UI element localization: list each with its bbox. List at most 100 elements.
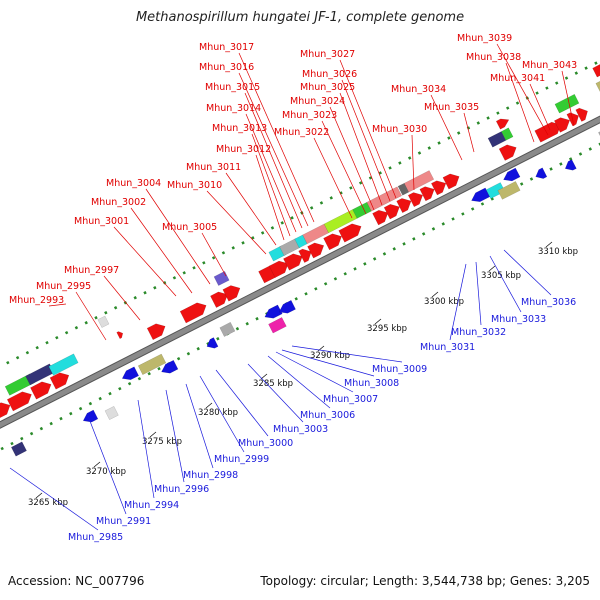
cyan-block — [48, 353, 79, 376]
bottom-label-leader — [165, 389, 185, 483]
kbp-tick-mark — [488, 265, 496, 272]
reverse-gene-arrow — [535, 167, 548, 179]
bottom-label-leader — [87, 415, 127, 515]
top-label-leader — [238, 72, 309, 227]
top-gene-label: Mhun_3002 — [91, 197, 146, 208]
top-gene-label: Mhun_3011 — [186, 162, 241, 173]
pink-block — [366, 186, 402, 212]
top-label-leader — [339, 59, 397, 199]
top-label-leader — [48, 303, 67, 307]
forward-gene-arrow — [431, 180, 447, 196]
top-label-leader — [321, 120, 367, 215]
forward-gene-arrow — [268, 260, 289, 278]
kbp-tick-mark — [35, 492, 43, 499]
top-gene-label: Mhun_3023 — [282, 110, 337, 121]
bottom-gene-label: Mhun_3000 — [238, 438, 293, 449]
lower-block — [11, 441, 27, 457]
bottom-label-leader — [9, 467, 99, 531]
kbp-tick-label: 3265 kbp — [28, 498, 68, 508]
bottom-label-leader — [199, 375, 245, 453]
kbp-tick-label: 3295 kbp — [367, 324, 407, 334]
top-gene-label: Mhun_3001 — [74, 216, 129, 227]
top-label-leader — [206, 190, 267, 255]
khaki-block — [595, 81, 600, 92]
top-gene-label: Mhun_3043 — [522, 60, 577, 71]
top-gene-label: Mhun_3017 — [199, 42, 254, 53]
forward-gene-arrow — [575, 107, 588, 122]
lower-block — [497, 181, 521, 200]
bottom-gene-label: Mhun_3007 — [323, 394, 378, 405]
top-gene-label: Mhun_3030 — [372, 124, 427, 135]
forward-gene-arrow — [323, 233, 342, 251]
top-gene-label: Mhun_3022 — [274, 127, 329, 138]
top-gene-label: Mhun_3013 — [212, 123, 267, 134]
top-label-leader — [238, 52, 315, 223]
top-gene-label: Mhun_3027 — [300, 49, 355, 60]
top-gene-label: Mhun_2997 — [64, 265, 119, 276]
genome-summary-text: Topology: circular; Length: 3,544,738 bp… — [260, 574, 590, 588]
bottom-gene-label: Mhun_2985 — [68, 532, 123, 543]
reverse-gene-arrow — [82, 409, 99, 423]
bottom-label-leader — [449, 263, 467, 341]
forward-gene-arrow — [407, 192, 423, 208]
kbp-tick-mark — [374, 318, 382, 325]
bottom-gene-label: Mhun_3006 — [300, 410, 355, 421]
gray-block — [97, 315, 110, 328]
lower-block — [268, 317, 287, 334]
bottom-label-leader — [275, 351, 354, 393]
top-gene-label: Mhun_3012 — [216, 144, 271, 155]
top-label-leader — [411, 134, 415, 191]
bottom-label-leader — [281, 349, 375, 377]
top-label-leader — [529, 83, 551, 131]
top-label-leader — [225, 172, 277, 246]
top-label-leader — [245, 113, 297, 233]
bottom-label-leader — [267, 355, 331, 409]
bottom-gene-label: Mhun_3032 — [451, 327, 506, 338]
forward-gene-arrow — [307, 242, 325, 259]
top-gene-label: Mhun_3005 — [162, 222, 217, 233]
forward-gene-arrow — [30, 381, 52, 400]
green-block — [554, 93, 580, 114]
forward-gene-arrow — [495, 118, 510, 130]
bottom-gene-label: Mhun_3009 — [372, 364, 427, 375]
top-gene-label: Mhun_2995 — [36, 281, 91, 292]
bottom-gene-label: Mhun_2991 — [96, 516, 151, 527]
kbp-tick-mark — [205, 402, 213, 409]
forward-gene-arrow — [116, 331, 124, 339]
kbp-tick-mark — [93, 461, 101, 468]
forward-gene-arrow — [383, 204, 400, 220]
kbp-tick-label: 3270 kbp — [86, 467, 126, 477]
forward-gene-arrow — [283, 253, 303, 271]
top-gene-label: Mhun_3034 — [391, 84, 446, 95]
kbp-tick-label: 3290 kbp — [310, 351, 350, 361]
top-gene-label: Mhun_3039 — [457, 33, 512, 44]
kbp-tick-label: 3310 kbp — [538, 247, 578, 257]
top-gene-label: Mhun_2993 — [9, 295, 64, 306]
forward-gene-arrow — [222, 285, 241, 302]
reverse-gene-arrow — [564, 159, 577, 171]
top-label-leader — [313, 137, 353, 219]
top-gene-label: Mhun_3015 — [205, 82, 260, 93]
kbp-tick-mark — [545, 241, 553, 248]
reverse-gene-arrow — [264, 304, 283, 319]
forward-gene-arrow — [338, 223, 362, 243]
kbp-tick-mark — [260, 373, 268, 380]
top-label-leader — [341, 79, 391, 202]
forward-gene-arrow — [0, 402, 11, 418]
top-label-leader — [505, 62, 535, 143]
top-gene-label: Mhun_3025 — [300, 82, 355, 93]
bottom-gene-label: Mhun_3003 — [273, 424, 328, 435]
bottom-label-leader — [215, 369, 269, 437]
top-label-leader — [430, 94, 463, 161]
top-gene-label: Mhun_3024 — [290, 96, 345, 107]
lower-block — [104, 406, 119, 420]
top-gene-label: Mhun_3035 — [424, 102, 479, 113]
forward-gene-arrow — [6, 391, 32, 412]
kbp-tick-label: 3275 kbp — [142, 437, 182, 447]
forward-gene-arrow — [298, 248, 312, 263]
pink-block — [404, 170, 435, 193]
top-label-leader — [463, 112, 475, 153]
reverse-gene-arrow — [161, 359, 179, 374]
